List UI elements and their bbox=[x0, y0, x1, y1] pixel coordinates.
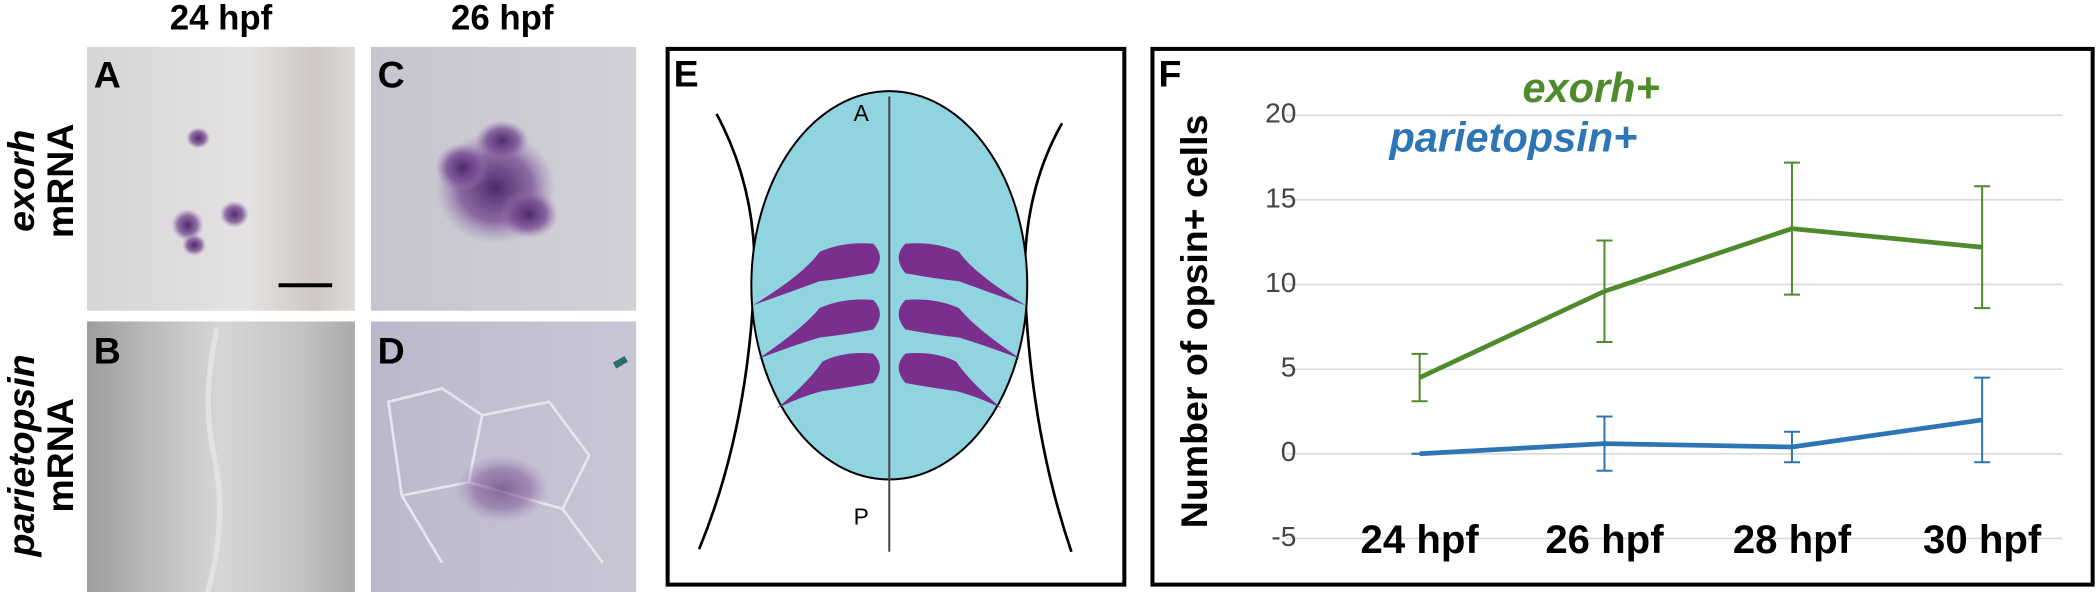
stain bbox=[219, 200, 250, 228]
cells bbox=[752, 243, 1026, 409]
panel-label: A bbox=[94, 54, 121, 96]
panel-label: B bbox=[94, 329, 121, 371]
stain bbox=[186, 127, 211, 149]
stain bbox=[475, 120, 530, 161]
x-tick-label: 30 hpf bbox=[1923, 517, 2042, 562]
image-b bbox=[87, 321, 355, 592]
midline bbox=[205, 327, 223, 592]
y-tick-label: 10 bbox=[1265, 267, 1296, 298]
panel-label: D bbox=[378, 329, 405, 371]
y-axis-label: Number of opsin+ cells bbox=[1173, 115, 1215, 529]
column-header: 26 hpf bbox=[451, 0, 554, 37]
posterior-label: P bbox=[854, 503, 869, 529]
x-tick-label: 28 hpf bbox=[1733, 517, 1852, 562]
error-bar bbox=[1411, 352, 1428, 403]
panel-label: E bbox=[674, 52, 699, 94]
error-bar bbox=[1783, 161, 1800, 296]
series-line bbox=[1419, 417, 1983, 457]
y-tick-label: 5 bbox=[1281, 352, 1297, 383]
stain bbox=[182, 234, 207, 256]
error-bar bbox=[1596, 415, 1613, 472]
y-tick-label: -5 bbox=[1271, 521, 1296, 552]
legend-entry: exorh+ bbox=[1522, 64, 1659, 111]
row-label-gene: exorh bbox=[0, 130, 42, 232]
column-header: 24 hpf bbox=[170, 0, 273, 37]
speck bbox=[612, 355, 628, 369]
error-bar bbox=[1974, 185, 1991, 310]
series-line bbox=[1418, 226, 1983, 380]
error-bar bbox=[1974, 376, 1991, 464]
y-tick-label: 20 bbox=[1265, 98, 1296, 129]
y-tick-label: 15 bbox=[1265, 182, 1296, 213]
panel-label: F bbox=[1158, 52, 1181, 94]
error-bar bbox=[1783, 430, 1800, 464]
stain bbox=[455, 455, 550, 523]
legend-entry: parietopsin+ bbox=[1388, 114, 1637, 161]
anterior-label: A bbox=[854, 100, 870, 126]
panel-label: C bbox=[378, 54, 405, 96]
stain bbox=[435, 143, 489, 192]
x-tick-label: 26 hpf bbox=[1545, 517, 1664, 562]
row-label: mRNA bbox=[39, 398, 81, 513]
row-label-gene: parietopsin bbox=[0, 354, 42, 557]
x-tick-label: 24 hpf bbox=[1361, 517, 1480, 562]
stain bbox=[499, 190, 559, 239]
cell-outlines bbox=[386, 386, 604, 564]
y-tick-label: 0 bbox=[1281, 436, 1297, 467]
plot: -5 0 5 10 15 20 24 hpf 26 hpf 28 hpf 30 hpf exorh+… bbox=[1265, 64, 2063, 562]
image-a bbox=[87, 46, 355, 311]
error-bar bbox=[1596, 239, 1613, 344]
stain bbox=[171, 208, 204, 242]
row-label: mRNA bbox=[39, 124, 81, 239]
chart-frame bbox=[1150, 46, 2095, 587]
